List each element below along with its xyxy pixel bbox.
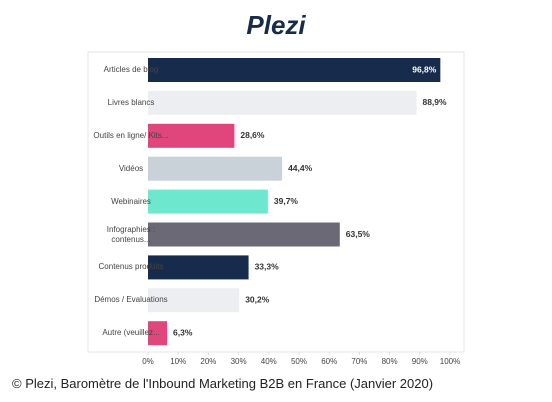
x-tick-label: 20%	[200, 357, 216, 366]
x-tick-label: 100%	[440, 357, 460, 366]
x-tick-label: 10%	[170, 357, 186, 366]
bar	[148, 156, 283, 181]
value-label: 88,9%	[422, 97, 447, 107]
plot-frame	[87, 51, 465, 353]
bar	[148, 321, 168, 346]
value-label: 33,3%	[255, 262, 280, 272]
bar	[148, 58, 441, 82]
value-label: 96,8%	[412, 64, 437, 74]
value-label: 28,6%	[240, 130, 265, 140]
x-tick-label: 40%	[261, 357, 277, 366]
y-tick-label: Vidéos	[118, 163, 144, 173]
x-tick-label: 80%	[382, 357, 398, 366]
bar	[148, 189, 268, 214]
bar	[148, 222, 340, 247]
x-tick-label: 90%	[412, 357, 428, 366]
x-tick-label: 70%	[351, 357, 367, 366]
bar	[148, 288, 240, 313]
value-label: 39,7%	[274, 196, 299, 206]
y-tick-label: Infographies : contenus...	[106, 224, 156, 244]
bar	[148, 123, 235, 148]
logo: Plezi	[246, 10, 306, 40]
y-tick-label: Outils en ligne/ Kits...	[93, 130, 169, 140]
value-label: 6,3%	[173, 327, 193, 337]
x-tick-label: 60%	[321, 357, 337, 366]
y-tick-label: Livres blancs	[107, 97, 155, 107]
bar	[148, 255, 249, 280]
y-tick-label: Démos / Evaluations	[94, 295, 168, 305]
y-tick-label: Contenus produits	[98, 262, 164, 272]
value-label: 63,5%	[346, 229, 371, 239]
value-label: 30,2%	[245, 295, 270, 305]
x-tick-label: 30%	[231, 357, 247, 366]
y-tick-label: Autre (veuillez...	[102, 328, 160, 338]
x-tick-label: 50%	[291, 357, 307, 366]
y-tick-label: Articles de blog	[103, 65, 159, 74]
x-tick-label: 0%	[142, 357, 154, 366]
y-tick-label: Webinaires	[111, 196, 151, 206]
caption: © Plezi, Baromètre de l'Inbound Marketin…	[12, 376, 434, 391]
bar	[148, 90, 417, 115]
value-label: 44,4%	[288, 163, 313, 173]
